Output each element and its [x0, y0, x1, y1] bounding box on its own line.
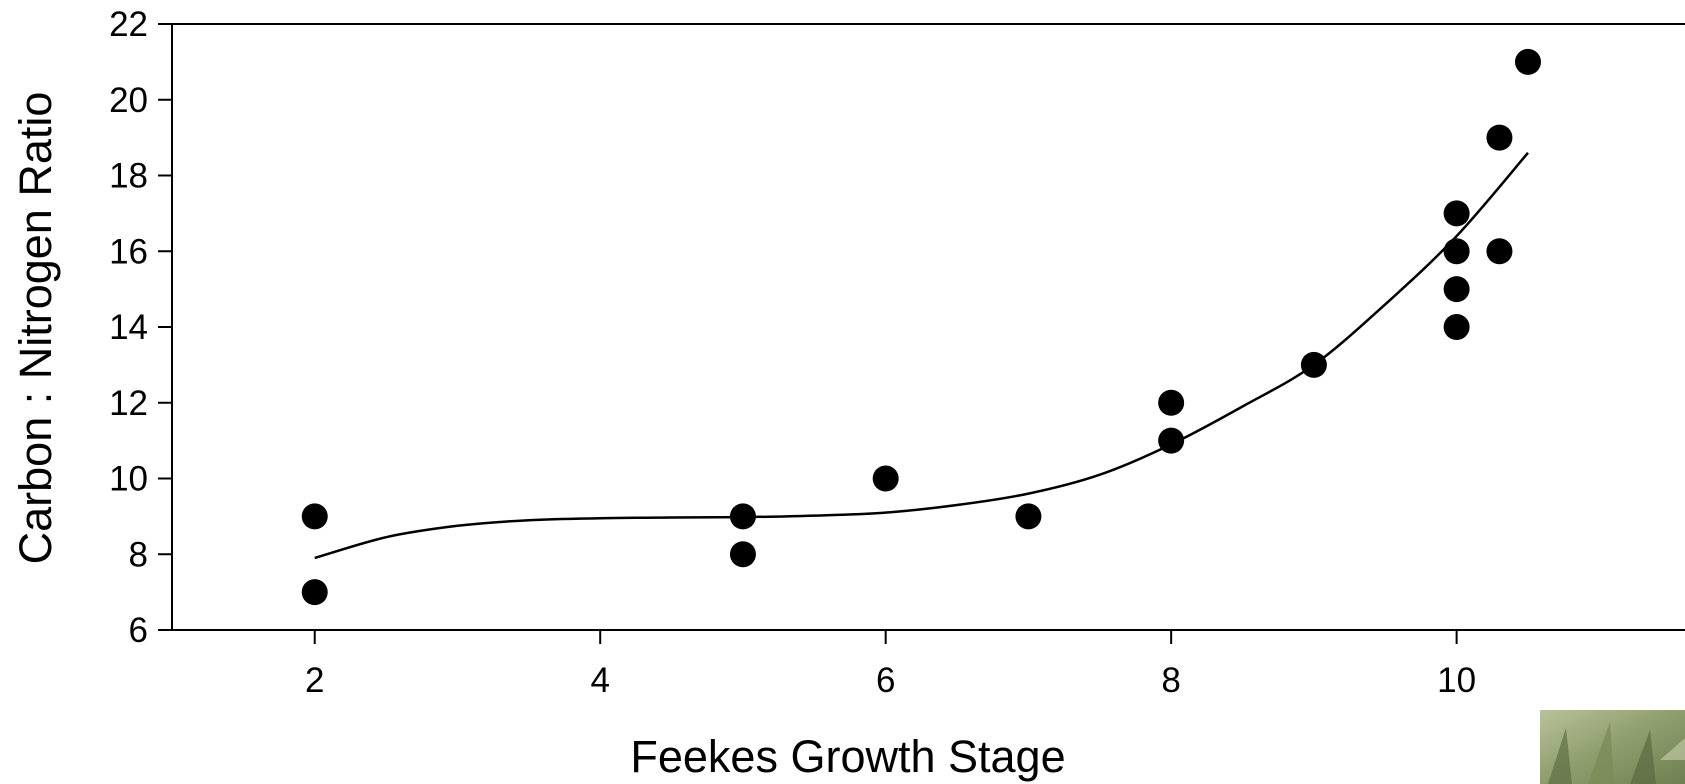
data-point	[872, 465, 899, 492]
x-axis-title: Feekes Growth Stage	[630, 731, 1065, 782]
x-tick-label: 6	[876, 661, 895, 700]
data-point	[729, 541, 756, 568]
y-tick-label: 6	[129, 611, 148, 650]
data-point	[301, 579, 328, 606]
data-point	[1015, 503, 1042, 530]
data-point	[1443, 314, 1470, 340]
x-tick-label: 2	[305, 661, 324, 700]
y-tick-label: 16	[109, 232, 148, 271]
data-point	[1443, 238, 1470, 265]
y-tick-label: 18	[109, 157, 148, 196]
corner-photo	[1540, 710, 1685, 784]
data-point	[1300, 351, 1327, 378]
y-tick-label: 8	[129, 535, 148, 574]
x-tick-label: 4	[590, 661, 609, 700]
data-point	[301, 503, 328, 530]
data-points-layer	[301, 48, 1541, 606]
y-axis-title: Carbon : Nitrogen Ratio	[10, 92, 61, 565]
y-tick-label: 12	[109, 384, 148, 423]
y-tick-label: 14	[109, 308, 148, 347]
data-point	[1486, 124, 1513, 151]
fit-curve-layer	[314, 151, 1529, 560]
data-point	[1158, 427, 1185, 454]
data-point	[729, 503, 756, 530]
data-point	[1486, 238, 1513, 265]
y-tick-label: 22	[109, 5, 148, 44]
x-tick-label: 10	[1437, 661, 1476, 700]
x-tick-label: 8	[1161, 661, 1180, 700]
y-axis-ticks: 6 8 10 12 14 16 18 20 22	[109, 5, 172, 650]
data-point	[1443, 200, 1470, 227]
y-tick-label: 10	[109, 460, 148, 499]
data-point	[1514, 48, 1541, 75]
y-tick-label: 20	[109, 81, 148, 120]
fit-curve	[314, 151, 1529, 560]
data-point	[1443, 276, 1470, 303]
x-axis-ticks: 2 4 6 8 10	[305, 630, 1476, 700]
data-point	[1158, 389, 1185, 416]
